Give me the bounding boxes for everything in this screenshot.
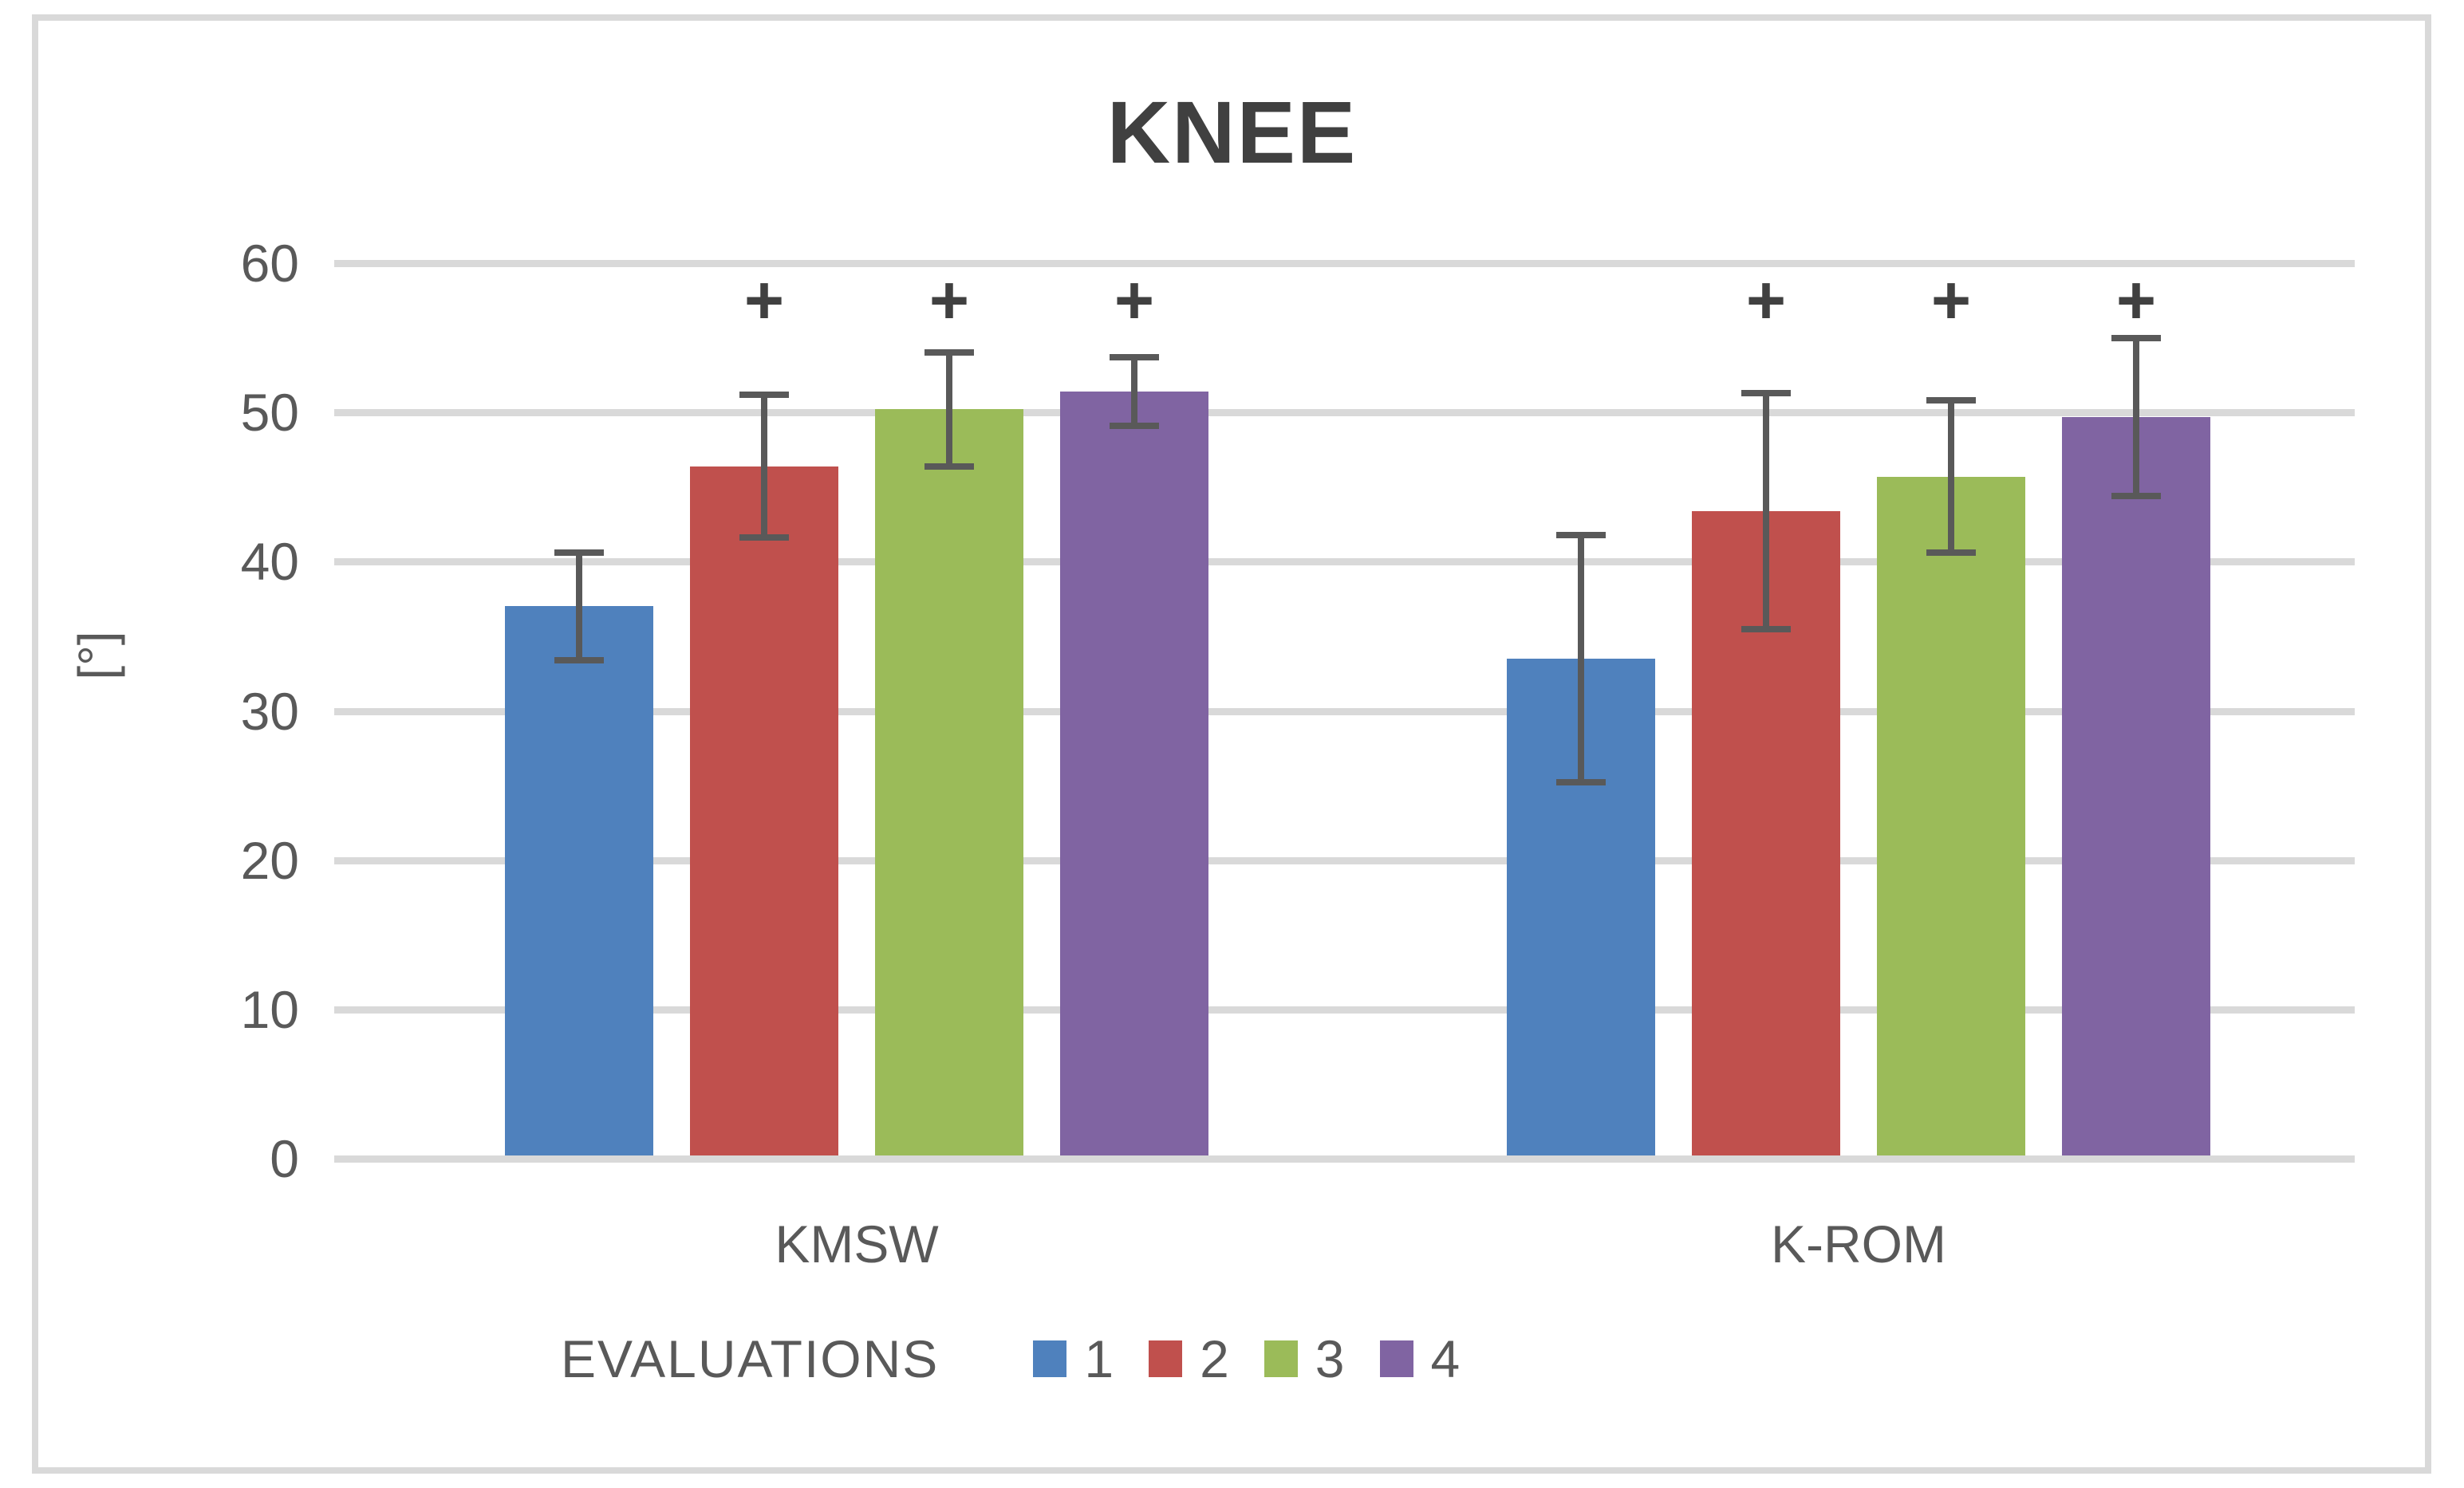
legend: EVALUATIONS 1 2 3 4 <box>561 1325 1495 1392</box>
legend-label-3: 3 <box>1315 1329 1345 1388</box>
significance-mark-kmsw-2: + <box>743 262 785 339</box>
bar-krom-4 <box>2062 416 2210 1155</box>
y-tick-label-40: 40 <box>240 532 299 592</box>
gridline-30 <box>353 707 2355 715</box>
legend-item-1: 1 <box>1033 1330 1114 1388</box>
error-cap-top-kmsw-1 <box>554 549 604 557</box>
error-cap-top-krom-1 <box>1556 531 1606 538</box>
error-bar-krom-1 <box>1578 534 1584 783</box>
x-category-label-krom: K-ROM <box>1771 1214 1946 1273</box>
y-tick-mark-40 <box>334 558 353 566</box>
y-axis-label: [°] <box>68 631 125 680</box>
error-bar-kmsw-2 <box>761 394 767 538</box>
legend-swatch-2 <box>1149 1340 1183 1377</box>
error-cap-bottom-kmsw-1 <box>554 656 604 663</box>
error-bar-kmsw-3 <box>946 352 952 466</box>
gridline-40 <box>353 558 2355 566</box>
y-tick-label-50: 50 <box>240 383 299 443</box>
error-cap-bottom-kmsw-2 <box>739 534 789 541</box>
legend-label-1: 1 <box>1084 1329 1114 1388</box>
y-tick-mark-20 <box>334 856 353 864</box>
legend-swatch-3 <box>1264 1340 1298 1377</box>
y-tick-label-20: 20 <box>240 830 299 890</box>
gridline-20 <box>353 856 2355 864</box>
legend-item-3: 3 <box>1264 1330 1345 1388</box>
significance-mark-krom-2: + <box>1745 262 1787 339</box>
error-cap-bottom-krom-4 <box>2111 492 2161 499</box>
error-cap-top-krom-3 <box>1926 397 1976 404</box>
legend-item-2: 2 <box>1149 1330 1229 1388</box>
y-tick-label-30: 30 <box>240 681 299 741</box>
error-cap-bottom-krom-2 <box>1741 625 1791 632</box>
legend-swatch-4 <box>1379 1340 1413 1377</box>
y-tick-label-0: 0 <box>270 1129 299 1188</box>
gridline-60 <box>353 260 2355 267</box>
significance-mark-krom-3: + <box>1930 262 1972 339</box>
legend-item-4: 4 <box>1379 1329 1461 1388</box>
significance-mark-kmsw-3: + <box>928 262 970 339</box>
error-bar-kmsw-4 <box>1131 356 1137 426</box>
legend-label-4: 4 <box>1430 1329 1461 1388</box>
gridline-10 <box>353 1006 2355 1014</box>
error-cap-bottom-kmsw-3 <box>924 463 974 470</box>
bar-krom-3 <box>1877 476 2025 1155</box>
significance-mark-kmsw-4: + <box>1114 262 1155 339</box>
y-tick-mark-30 <box>334 707 353 715</box>
error-cap-top-kmsw-3 <box>924 349 974 356</box>
error-bar-krom-2 <box>1763 392 1769 629</box>
gridline-0 <box>353 1155 2355 1163</box>
error-cap-top-kmsw-4 <box>1110 353 1159 360</box>
significance-mark-krom-4: + <box>2115 262 2157 339</box>
x-category-label-kmsw: KMSW <box>775 1214 939 1273</box>
error-cap-top-krom-2 <box>1741 389 1791 396</box>
gridline-50 <box>353 409 2355 417</box>
error-bar-krom-4 <box>2133 337 2139 496</box>
legend-swatch-1 <box>1033 1340 1067 1377</box>
legend-title: EVALUATIONS <box>561 1329 940 1388</box>
bar-kmsw-1 <box>505 606 653 1155</box>
error-bar-krom-3 <box>1948 400 1954 553</box>
error-cap-top-krom-4 <box>2111 334 2161 341</box>
bar-kmsw-3 <box>875 409 1023 1155</box>
chart-title: KNEE <box>1106 84 1358 182</box>
error-bar-kmsw-1 <box>576 553 582 660</box>
y-tick-mark-0 <box>334 1155 353 1163</box>
y-tick-label-10: 10 <box>240 979 299 1039</box>
error-cap-bottom-krom-1 <box>1556 779 1606 786</box>
legend-label-2: 2 <box>1200 1329 1229 1388</box>
error-cap-bottom-krom-3 <box>1926 549 1976 557</box>
error-cap-top-kmsw-2 <box>739 391 789 398</box>
y-tick-label-60: 60 <box>240 234 299 293</box>
error-cap-bottom-kmsw-4 <box>1110 423 1159 429</box>
figure-border <box>32 14 2431 1474</box>
y-tick-mark-60 <box>334 260 353 267</box>
y-tick-mark-10 <box>334 1006 353 1014</box>
bar-kmsw-4 <box>1060 391 1208 1155</box>
bar-kmsw-2 <box>690 466 838 1155</box>
y-tick-mark-50 <box>334 409 353 417</box>
